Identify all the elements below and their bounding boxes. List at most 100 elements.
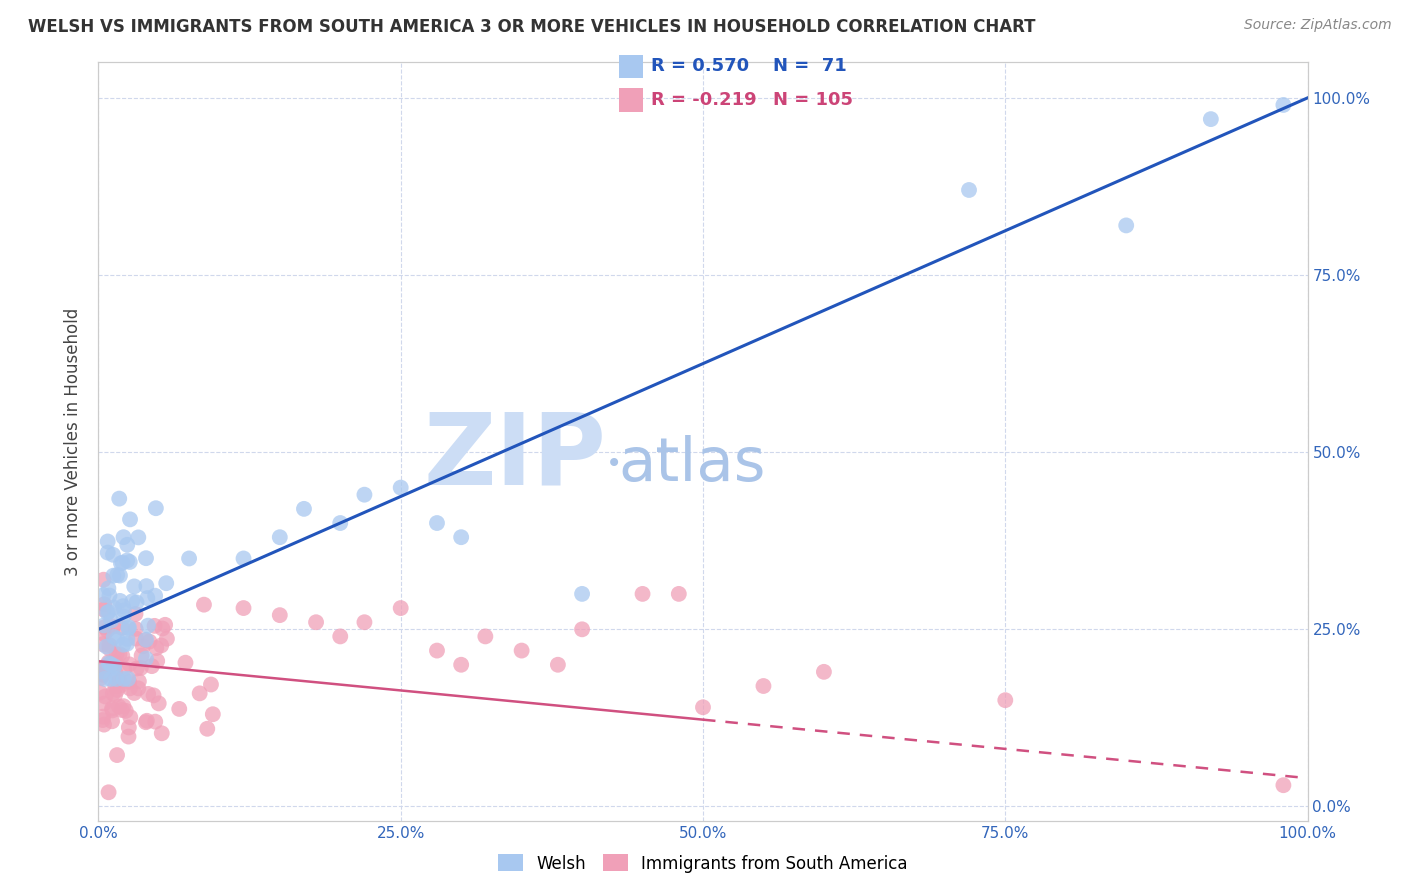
Point	[118, 681, 141, 696]
Text: ZIP: ZIP	[423, 409, 606, 505]
Point	[104, 656, 127, 670]
Point	[142, 689, 165, 703]
Point	[112, 699, 135, 714]
Point	[103, 600, 125, 615]
Point	[98, 638, 121, 652]
Text: atlas: atlas	[619, 434, 766, 494]
Point	[93, 588, 115, 602]
Point	[193, 598, 215, 612]
Point	[101, 703, 124, 717]
Point	[136, 618, 159, 632]
Point	[105, 632, 128, 646]
Point	[103, 619, 125, 633]
Point	[122, 579, 145, 593]
Point	[143, 714, 166, 729]
Point	[93, 697, 115, 711]
Point	[136, 591, 159, 606]
Point	[125, 661, 148, 675]
Point	[93, 717, 115, 731]
Point	[103, 661, 125, 675]
Point	[329, 629, 352, 643]
Point	[93, 627, 115, 641]
Text: N =  71: N = 71	[773, 57, 846, 75]
Legend: Welsh, Immigrants from South America: Welsh, Immigrants from South America	[492, 847, 914, 880]
Point	[97, 605, 120, 619]
Point	[97, 655, 120, 669]
Point	[631, 587, 654, 601]
Point	[111, 556, 134, 570]
Point	[117, 538, 139, 552]
Point	[105, 568, 128, 582]
Point	[112, 603, 135, 617]
Point	[117, 730, 139, 744]
Point	[114, 704, 136, 718]
Point	[152, 622, 174, 636]
Point	[91, 713, 114, 727]
Point	[174, 656, 197, 670]
Point	[143, 589, 166, 603]
Point	[101, 701, 124, 715]
Point	[127, 530, 149, 544]
Point	[121, 594, 143, 608]
Point	[118, 512, 141, 526]
Point	[571, 587, 593, 601]
Point	[156, 632, 179, 646]
Point	[389, 481, 412, 495]
Point	[103, 630, 125, 644]
Point	[120, 710, 142, 724]
Point	[91, 668, 114, 682]
Point	[94, 690, 117, 704]
Point	[96, 624, 118, 638]
Point	[752, 679, 775, 693]
Point	[96, 606, 118, 620]
Point	[104, 688, 127, 702]
Point	[813, 665, 835, 679]
Point	[117, 672, 139, 686]
Point	[110, 556, 132, 570]
Point	[97, 657, 120, 671]
Point	[141, 659, 163, 673]
Point	[93, 597, 115, 611]
Point	[111, 621, 134, 635]
Point	[97, 785, 120, 799]
Point	[1272, 778, 1295, 792]
Text: WELSH VS IMMIGRANTS FROM SOUTH AMERICA 3 OR MORE VEHICLES IN HOUSEHOLD CORRELATI: WELSH VS IMMIGRANTS FROM SOUTH AMERICA 3…	[28, 18, 1036, 36]
Point	[111, 703, 134, 717]
Point	[1272, 98, 1295, 112]
Point	[108, 699, 131, 714]
Point	[105, 647, 128, 661]
Point	[150, 639, 173, 653]
Point	[426, 643, 449, 657]
Point	[177, 551, 200, 566]
Point	[117, 632, 139, 646]
Point	[100, 614, 122, 628]
Point	[93, 573, 115, 587]
Point	[94, 620, 117, 634]
Point	[668, 587, 690, 601]
Point	[108, 491, 131, 506]
Point	[118, 555, 141, 569]
Text: •: •	[606, 450, 623, 478]
Point	[136, 687, 159, 701]
Point	[100, 656, 122, 670]
Point	[108, 647, 131, 661]
Point	[146, 654, 169, 668]
Point	[91, 709, 114, 723]
Point	[93, 661, 115, 675]
Point	[450, 530, 472, 544]
Point	[105, 672, 128, 686]
Point	[132, 640, 155, 654]
Point	[105, 682, 128, 697]
Point	[124, 622, 146, 636]
Point	[93, 672, 115, 686]
Point	[571, 623, 593, 637]
Y-axis label: 3 or more Vehicles in Household: 3 or more Vehicles in Household	[65, 308, 83, 575]
Point	[232, 551, 254, 566]
Point	[98, 641, 121, 656]
Point	[269, 530, 291, 544]
Point	[510, 643, 533, 657]
Point	[117, 621, 139, 635]
Point	[138, 634, 160, 648]
Point	[474, 629, 496, 643]
Point	[91, 664, 114, 678]
